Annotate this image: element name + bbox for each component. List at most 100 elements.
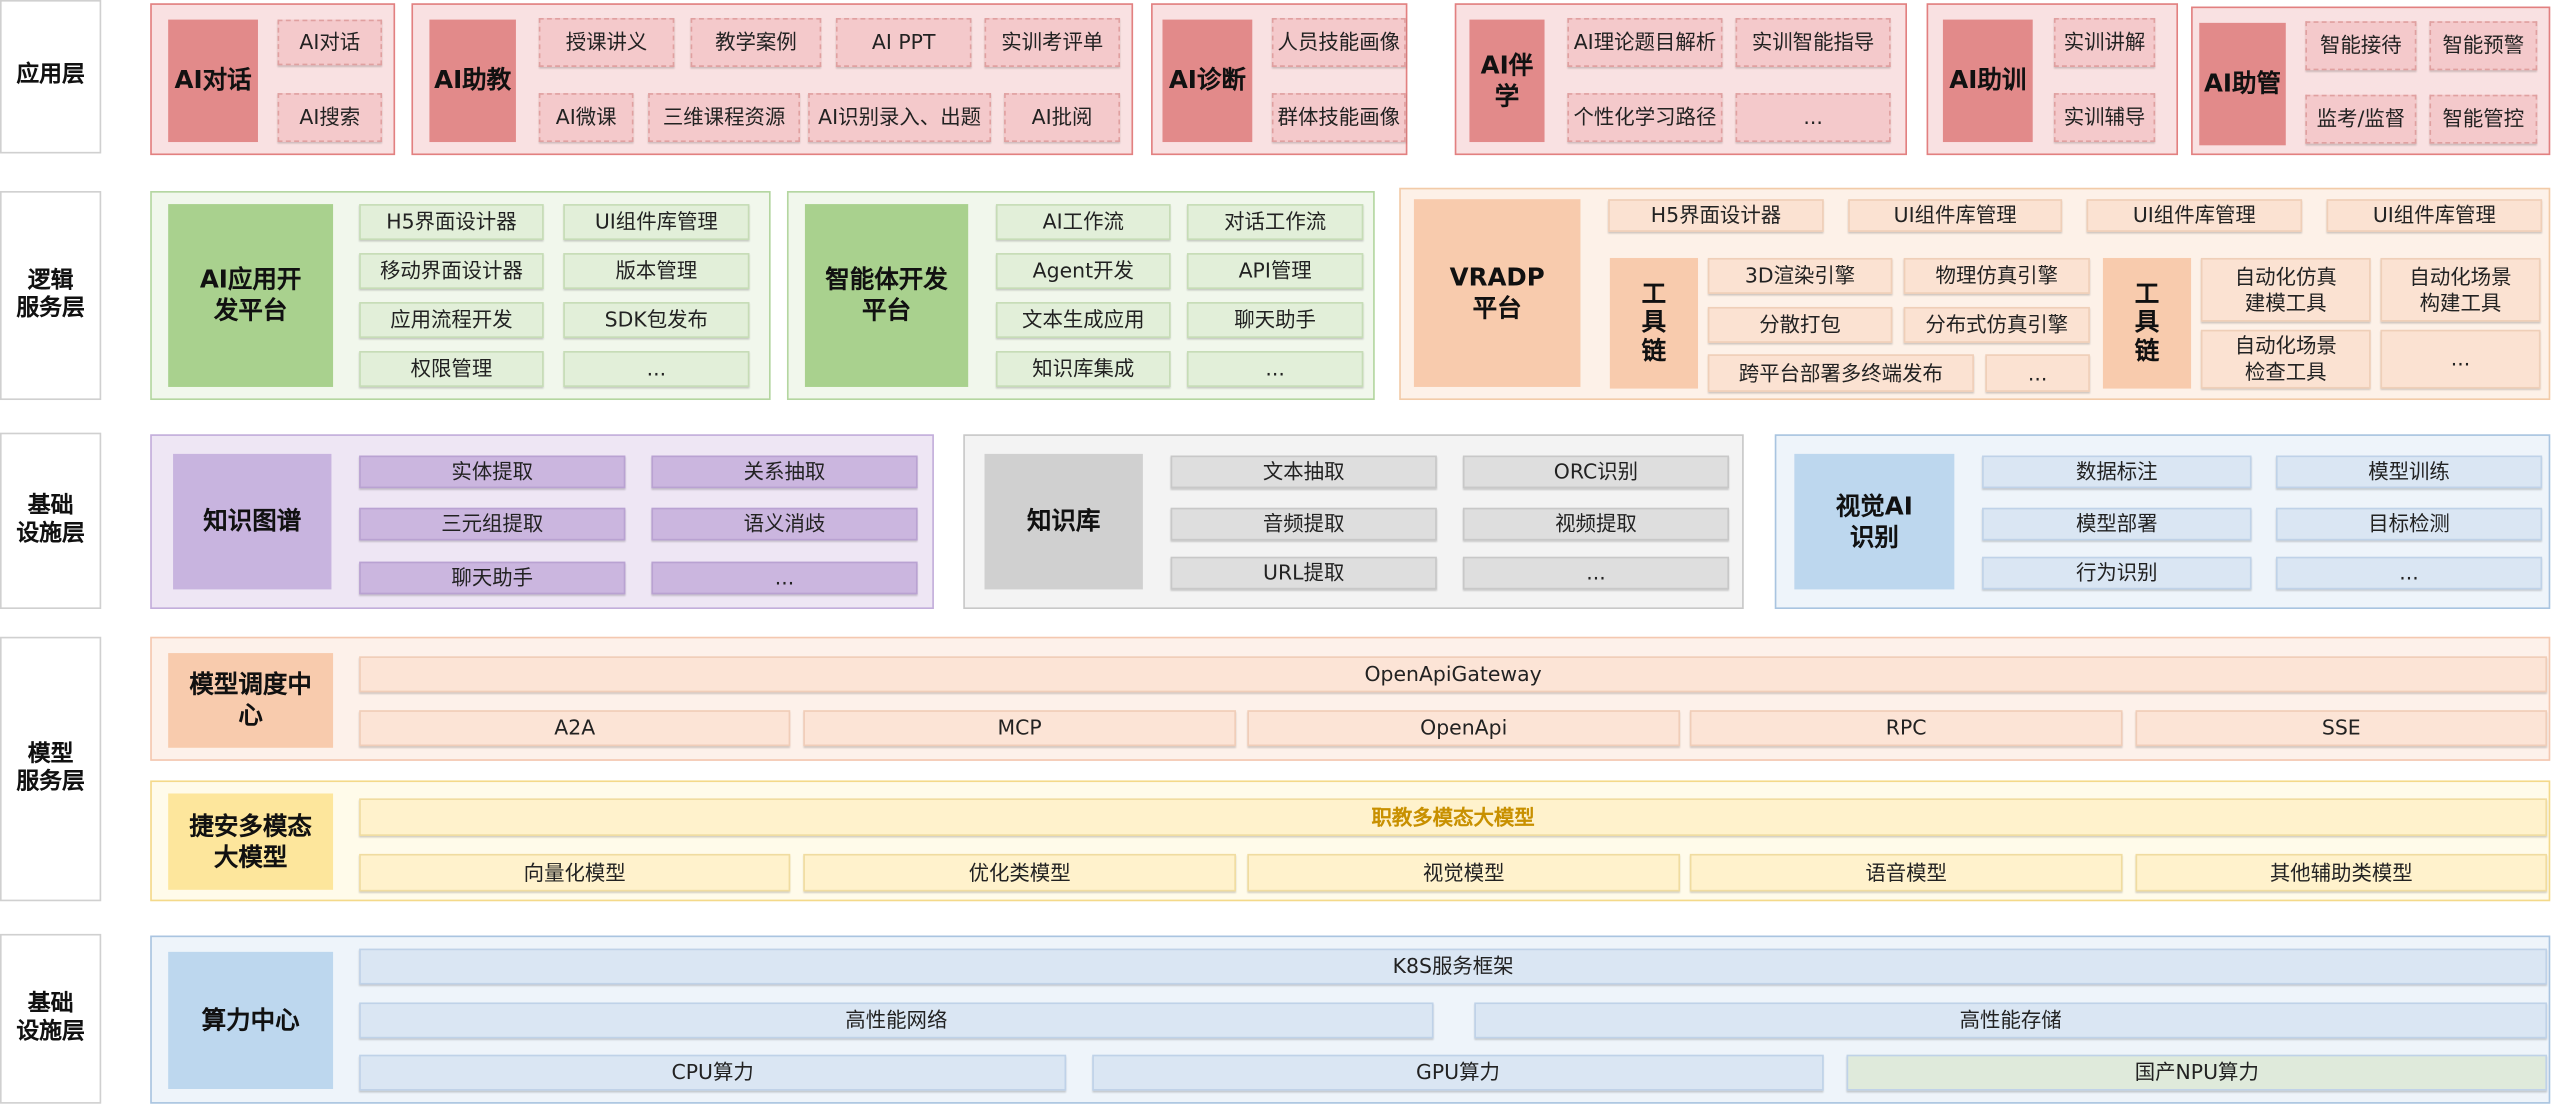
vradp-top-item: UI组件库管理: [2086, 199, 2303, 232]
compute-center-title: 算力中心: [168, 951, 334, 1090]
agent-dev-item: 知识库集成: [995, 351, 1171, 387]
toolchain-2-item: 自动化仿真 建模工具: [2200, 257, 2371, 322]
ai-assist-item: AI微课: [538, 93, 634, 143]
knowledge-base-item: ...: [1462, 556, 1730, 590]
k8s-framework: K8S服务框架: [359, 948, 2548, 985]
agent-dev-item: ...: [1186, 351, 1364, 387]
model-type-item: 语音模型: [1689, 853, 2123, 892]
layer-label-logic: 逻辑 服务层: [0, 191, 102, 401]
ai-diagnose-item: 群体技能画像: [1271, 93, 1406, 143]
ai-diagnose-title: AI诊断: [1162, 19, 1253, 143]
ai-assist-item: 教学案例: [690, 17, 822, 67]
agent-dev-item: API管理: [1186, 253, 1364, 289]
knowledge-graph-item: 关系抽取: [651, 455, 918, 489]
protocol-item: MCP: [803, 710, 1236, 747]
multimodal-llm-title: 捷安多模态 大模型: [168, 793, 334, 890]
model-type-item: 向量化模型: [359, 853, 791, 892]
vision-ai-item: 模型部署: [1982, 507, 2252, 541]
vision-ai-title: 视觉AI 识别: [1794, 453, 1955, 590]
ai-app-dev-platform-title: AI应用开 发平台: [168, 204, 334, 387]
knowledge-graph-item: 聊天助手: [359, 561, 626, 595]
vocational-multimodal-llm: 职教多模态大模型: [359, 798, 2548, 836]
knowledge-base-item: 音频提取: [1170, 507, 1437, 541]
npu-compute: 国产NPU算力: [1846, 1054, 2548, 1091]
high-performance-network: 高性能网络: [359, 1002, 1434, 1039]
ai-dialog-title: AI对话: [168, 19, 258, 143]
openapi-gateway: OpenApiGateway: [359, 656, 2548, 693]
toolchain-2-item: ...: [2380, 329, 2541, 389]
vradp-top-item: UI组件库管理: [2326, 199, 2543, 232]
agent-dev-item: Agent开发: [995, 253, 1171, 289]
knowledge-base-title: 知识库: [984, 453, 1143, 590]
vradp-top-item: UI组件库管理: [1848, 199, 2063, 232]
ai-dialog-item: AI搜索: [277, 93, 383, 143]
app-dev-item: SDK包发布: [563, 302, 750, 338]
ai-manage-item: 智能预警: [2429, 21, 2538, 71]
model-type-item: 其他辅助类模型: [2135, 853, 2548, 892]
ai-train-item: 实训辅导: [2053, 93, 2156, 143]
knowledge-base-item: ORC识别: [1462, 455, 1730, 489]
ai-assist-item: AI批阅: [1004, 93, 1121, 143]
agent-dev-item: 聊天助手: [1186, 302, 1364, 338]
toolchain-1-item: 3D渲染引擎: [1707, 257, 1893, 294]
agent-dev-platform-title: 智能体开发 平台: [804, 204, 969, 387]
vision-ai-item: 模型训练: [2275, 455, 2543, 489]
knowledge-graph-item: 实体提取: [359, 455, 626, 489]
gpu-compute: GPU算力: [1092, 1054, 1824, 1091]
knowledge-graph-title: 知识图谱: [173, 453, 332, 590]
ai-study-item: 个性化学习路径: [1567, 93, 1723, 143]
layer-label-model: 模型 服务层: [0, 636, 102, 902]
agent-dev-item: 文本生成应用: [995, 302, 1171, 338]
vision-ai-item: 数据标注: [1982, 455, 2252, 489]
vision-ai-item: ...: [2275, 556, 2543, 590]
ai-manage-item: 监考/监督: [2305, 94, 2417, 144]
vision-ai-item: 行为识别: [1982, 556, 2252, 590]
app-dev-item: ...: [563, 351, 750, 387]
toolchain-1-item: ...: [1985, 354, 2090, 392]
ai-study-item: ...: [1735, 93, 1891, 143]
vision-ai-item: 目标检测: [2275, 507, 2543, 541]
ai-study-title: AI伴学: [1469, 19, 1545, 143]
knowledge-base-item: 文本抽取: [1170, 455, 1437, 489]
app-dev-item: 移动界面设计器: [359, 253, 544, 289]
cpu-compute: CPU算力: [359, 1054, 1067, 1091]
layer-label-compute-infra: 基础 设施层: [0, 933, 102, 1104]
model-type-item: 优化类模型: [803, 853, 1236, 892]
ai-dialog-item: AI对话: [277, 19, 383, 66]
app-dev-item: 版本管理: [563, 253, 750, 289]
toolchain-1-title: 工 具 链: [1609, 257, 1699, 389]
ai-manage-item: 智能接待: [2305, 21, 2417, 71]
ai-study-item: 实训智能指导: [1735, 17, 1891, 67]
high-performance-storage: 高性能存储: [1474, 1002, 2548, 1039]
ai-assist-item: AI识别录入、出题: [808, 93, 992, 143]
ai-train-title: AI助训: [1942, 19, 2033, 143]
model-type-item: 视觉模型: [1247, 853, 1681, 892]
toolchain-2-title: 工 具 链: [2102, 257, 2192, 389]
app-dev-item: 权限管理: [359, 351, 544, 387]
toolchain-2-item: 自动化场景 构建工具: [2380, 257, 2541, 322]
app-dev-item: H5界面设计器: [359, 204, 544, 241]
ai-assist-item: 实训考评单: [984, 17, 1121, 67]
knowledge-base-item: URL提取: [1170, 556, 1437, 590]
model-scheduling-title: 模型调度中 心: [168, 653, 334, 748]
layer-label-app: 应用层: [0, 0, 102, 154]
toolchain-1-item: 分布式仿真引擎: [1903, 306, 2090, 343]
app-dev-item: UI组件库管理: [563, 204, 750, 241]
ai-assist-item: 三维课程资源: [648, 93, 801, 143]
protocol-item: RPC: [1689, 710, 2123, 747]
knowledge-base-item: 视频提取: [1462, 507, 1730, 541]
toolchain-1-item: 物理仿真引擎: [1903, 257, 2090, 294]
ai-manage-title: AI助管: [2199, 22, 2286, 146]
ai-study-item: AI理论题目解析: [1567, 17, 1723, 67]
ai-assist-title: AI助教: [429, 19, 516, 143]
app-dev-item: 应用流程开发: [359, 302, 544, 338]
layer-label-infra: 基础 设施层: [0, 432, 102, 609]
ai-assist-item: 授课讲义: [538, 17, 675, 67]
agent-dev-item: 对话工作流: [1186, 204, 1364, 241]
protocol-item: OpenApi: [1247, 710, 1681, 747]
ai-assist-item: AI PPT: [835, 17, 972, 67]
knowledge-graph-item: 语义消歧: [651, 507, 918, 541]
toolchain-2-item: 自动化场景 检查工具: [2200, 329, 2371, 389]
vradp-platform-title: VRADP 平台: [1413, 199, 1581, 387]
ai-train-item: 实训讲解: [2053, 17, 2156, 67]
